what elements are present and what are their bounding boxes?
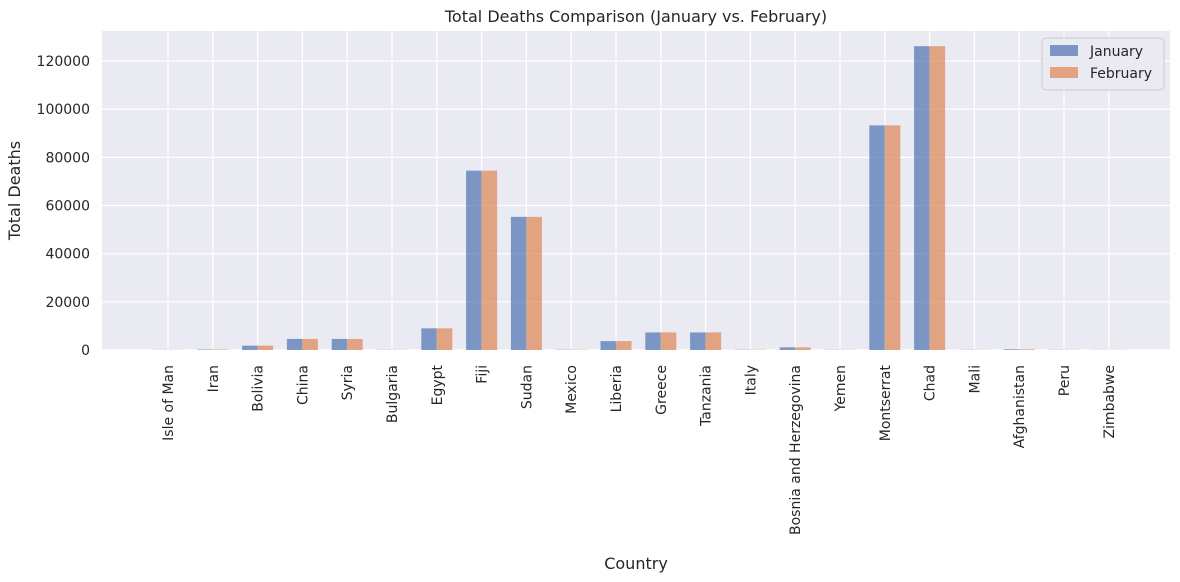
- bar-february: [660, 332, 677, 350]
- x-tick-label: Italy: [743, 365, 759, 395]
- bar-february: [616, 341, 632, 350]
- x-tick-label: Fiji: [475, 365, 491, 384]
- plot-area: [102, 31, 1170, 350]
- x-tick-label: Liberia: [609, 365, 625, 412]
- legend-swatch-january: [1050, 45, 1078, 56]
- bar-february: [257, 345, 274, 350]
- x-tick-label: Bosnia and Herzegovina: [788, 365, 804, 535]
- y-tick-label: 20000: [45, 295, 90, 311]
- x-tick-label: Egypt: [430, 365, 446, 406]
- x-tick-label: Peru: [1057, 365, 1073, 396]
- x-tick-label: Greece: [654, 365, 670, 415]
- bar-january: [466, 170, 482, 350]
- bar-january: [421, 328, 437, 350]
- x-axis-ticks: Isle of Man Iran Bolivia China Syria Bulgaria…: [161, 364, 1118, 534]
- bar-january: [242, 345, 258, 350]
- y-axis-ticks: 0 20000 40000 60000 80000 100000 120000: [37, 54, 90, 359]
- bar-february: [795, 347, 811, 350]
- y-tick-label: 120000: [37, 54, 90, 70]
- y-tick-label: 40000: [45, 247, 90, 263]
- bar-february: [481, 170, 498, 350]
- y-tick-label: 80000: [45, 150, 90, 166]
- bar-january: [331, 338, 348, 350]
- y-tick-label: 60000: [45, 199, 90, 215]
- x-tick-label: Iran: [206, 365, 222, 392]
- x-tick-label: China: [295, 365, 311, 405]
- x-tick-label: Afghanistan: [1012, 365, 1028, 448]
- bar-february: [705, 332, 722, 350]
- legend: January February: [1041, 37, 1165, 91]
- y-axis-label: Total Deaths: [5, 141, 24, 241]
- x-tick-label: Mexico: [564, 365, 580, 414]
- x-tick-label: Zimbabwe: [1102, 365, 1118, 439]
- bar-january: [645, 332, 661, 350]
- x-tick-label: Montserrat: [878, 364, 894, 441]
- x-tick-label: Yemen: [833, 365, 849, 412]
- x-axis-label: Country: [604, 554, 668, 573]
- bar-january: [510, 216, 527, 350]
- x-tick-label: Bolivia: [251, 365, 267, 412]
- bars: [152, 46, 1125, 351]
- bar-january: [286, 338, 303, 350]
- legend-label-january: January: [1089, 44, 1143, 60]
- bar-february: [1019, 349, 1035, 350]
- bar-february: [929, 46, 946, 351]
- x-tick-label: Bulgaria: [385, 365, 401, 423]
- x-tick-label: Syria: [340, 365, 356, 400]
- y-tick-label: 100000: [37, 102, 90, 118]
- x-tick-label: Tanzania: [699, 365, 715, 427]
- legend-label-february: February: [1090, 66, 1152, 82]
- x-tick-label: Mali: [967, 365, 983, 393]
- bar-february: [347, 338, 363, 350]
- bar-january: [869, 125, 885, 350]
- x-tick-label: Chad: [923, 365, 939, 401]
- bar-february: [302, 338, 318, 350]
- x-tick-label: Isle of Man: [161, 365, 177, 441]
- y-tick-label: 0: [81, 343, 90, 359]
- legend-swatch-february: [1050, 67, 1078, 78]
- bar-january: [690, 332, 706, 350]
- bar-january: [914, 46, 930, 351]
- x-tick-label: Sudan: [519, 365, 535, 409]
- bar-february: [436, 328, 453, 350]
- bar-january: [779, 347, 796, 350]
- chart-title: Total Deaths Comparison (January vs. Feb…: [444, 7, 827, 26]
- bar-february: [526, 216, 542, 350]
- bar-january: [600, 341, 616, 350]
- bar-february: [884, 125, 901, 350]
- bar-january: [1003, 349, 1020, 350]
